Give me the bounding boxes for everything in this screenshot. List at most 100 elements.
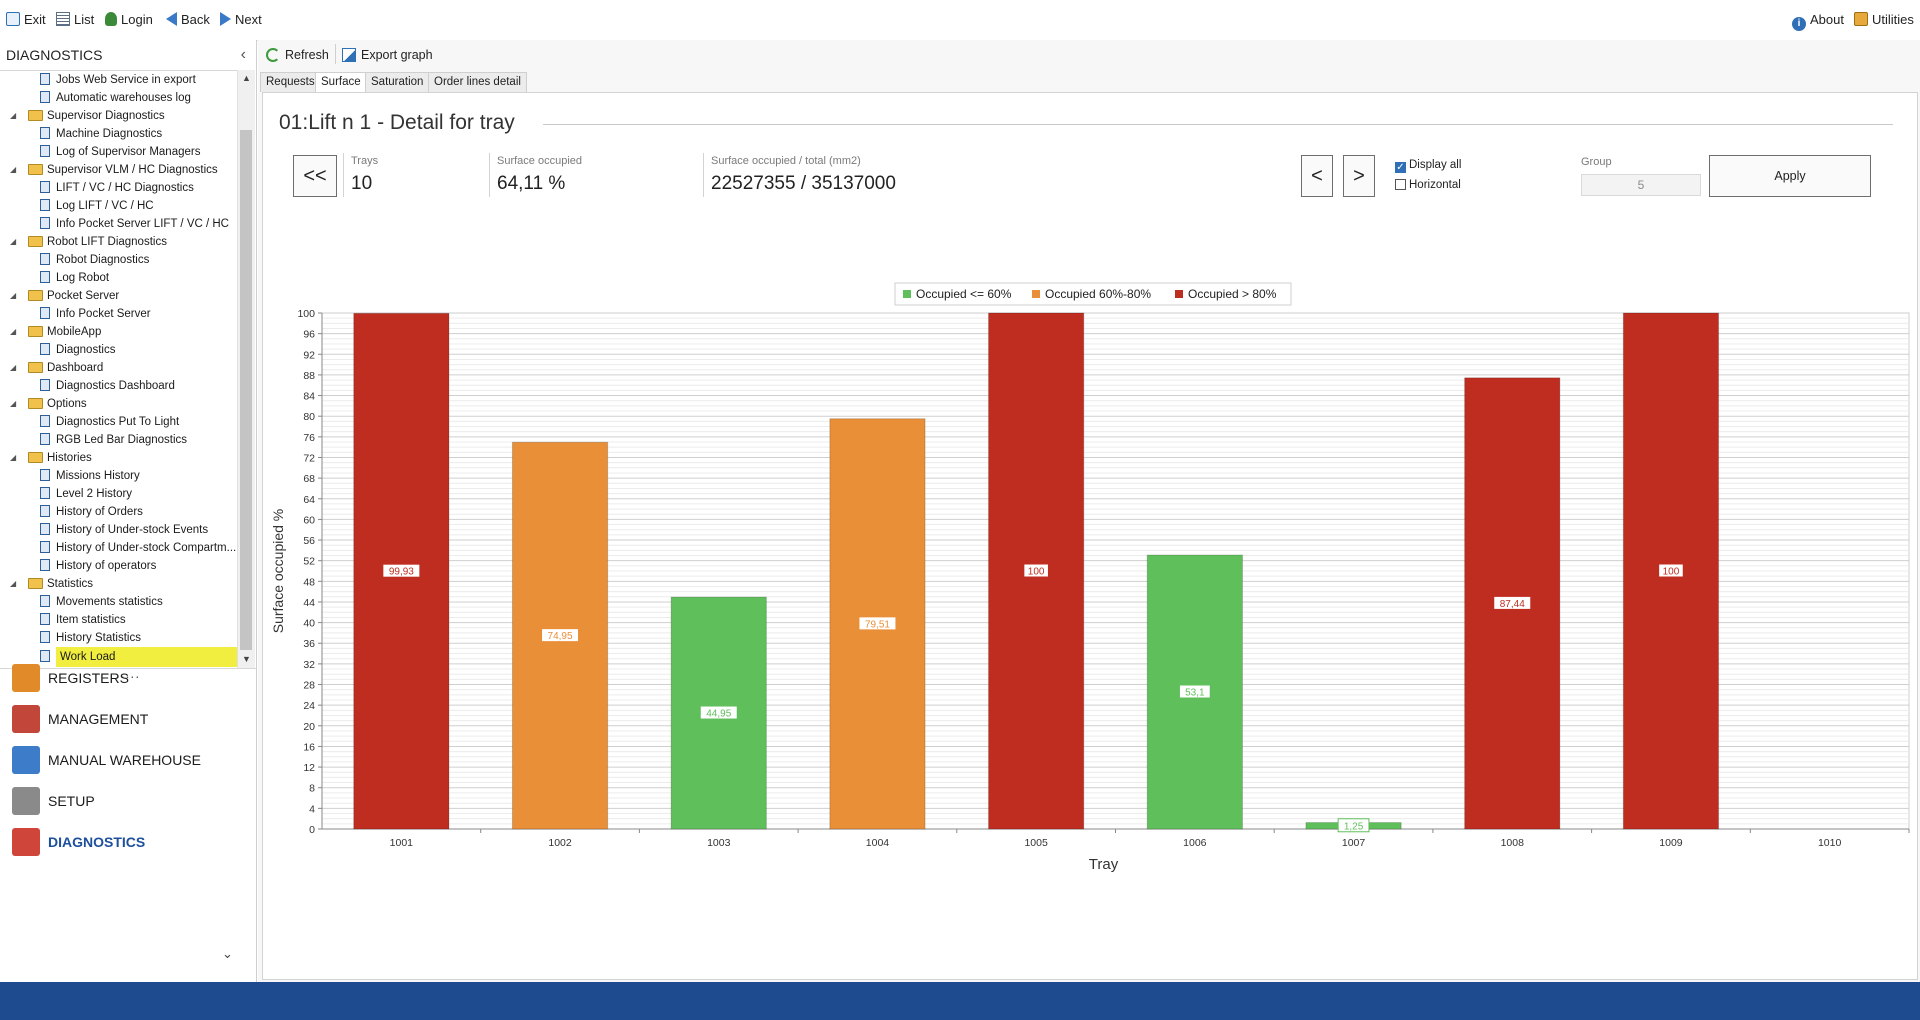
tree-item[interactable]: RGB Led Bar Diagnostics	[0, 431, 237, 449]
tree-scrollbar[interactable]: ▲ ▼	[237, 70, 255, 668]
next-button[interactable]: Next	[220, 11, 262, 29]
y-tick-label: 68	[303, 473, 315, 485]
tree-item-label: History of Under-stock Compartm...	[56, 542, 237, 554]
tree-item[interactable]: Work Load	[0, 647, 237, 667]
surface-total-label: Surface occupied / total (mm2)	[711, 155, 861, 167]
tree-group[interactable]: ◢ Pocket Server	[0, 287, 237, 305]
expand-toggle-icon[interactable]: ◢	[10, 111, 17, 120]
tree-item-label: Statistics	[47, 578, 94, 590]
tree-item[interactable]: Item statistics	[0, 611, 237, 629]
expand-toggle-icon[interactable]: ◢	[10, 399, 17, 408]
expand-toggle-icon[interactable]: ◢	[10, 453, 17, 462]
tab-requests[interactable]: Requests	[260, 72, 321, 92]
back-button[interactable]: Back	[166, 11, 210, 29]
group-input[interactable]: 5	[1581, 174, 1701, 196]
nav-item-diagnostics[interactable]: DIAGNOSTICS	[0, 819, 256, 865]
tree-item[interactable]: History of Under-stock Compartm...	[0, 539, 237, 557]
tree-item[interactable]: Log Robot	[0, 269, 237, 287]
y-tick-label: 76	[303, 432, 315, 444]
field-divider	[703, 153, 704, 197]
document-icon	[40, 613, 50, 625]
tree-group[interactable]: ◢ Histories	[0, 449, 237, 467]
tree-item[interactable]: Log of Supervisor Managers	[0, 143, 237, 161]
next-tray-button[interactable]: >	[1343, 155, 1375, 197]
data-label-box	[1178, 684, 1211, 699]
login-button[interactable]: Login	[105, 11, 153, 29]
horizontal-checkbox[interactable]: Horizontal	[1395, 179, 1461, 191]
expand-toggle-icon[interactable]: ◢	[10, 165, 17, 174]
tree-item[interactable]: Movements statistics	[0, 593, 237, 611]
tree-item[interactable]: History of operators	[0, 557, 237, 575]
tree-item[interactable]: Info Pocket Server	[0, 305, 237, 323]
tab-saturation[interactable]: Saturation	[365, 72, 430, 92]
first-tray-button[interactable]: <<	[293, 155, 337, 197]
tree-group[interactable]: ◢ Options	[0, 395, 237, 413]
tree-item[interactable]: Jobs Web Service in export	[0, 71, 237, 89]
scroll-down-icon[interactable]: ▼	[242, 654, 251, 664]
collapse-panel-icon[interactable]: ‹	[240, 46, 246, 63]
expand-toggle-icon[interactable]: ◢	[10, 327, 17, 336]
nav-item-registers[interactable]: REGISTERS	[0, 655, 256, 701]
tree-item[interactable]: Level 2 History	[0, 485, 237, 503]
tree-group[interactable]: ◢ Dashboard	[0, 359, 237, 377]
expand-toggle-icon[interactable]: ◢	[10, 363, 17, 372]
calendar-icon	[12, 705, 40, 733]
nav-item-setup[interactable]: SETUP	[0, 778, 256, 824]
tree-item[interactable]: Diagnostics Dashboard	[0, 377, 237, 395]
exit-button[interactable]: Exit	[6, 11, 46, 29]
tree-item[interactable]: Diagnostics	[0, 341, 237, 359]
nav-item-management[interactable]: MANAGEMENT	[0, 696, 256, 742]
utilities-button[interactable]: Utilities	[1854, 11, 1914, 29]
document-icon	[40, 307, 50, 319]
nav-item-label: MANAGEMENT	[48, 711, 149, 727]
display-all-checkbox[interactable]: ✓ Display all	[1395, 159, 1462, 173]
data-label: 100	[1028, 567, 1045, 578]
export-graph-button[interactable]: Export graph	[342, 46, 433, 64]
tree-item-label: Movements statistics	[56, 596, 163, 608]
tree-item[interactable]: LIFT / VC / HC Diagnostics	[0, 179, 237, 197]
refresh-button[interactable]: Refresh	[266, 46, 329, 64]
tree-item-label: Options	[47, 398, 87, 410]
list-button[interactable]: List	[56, 11, 94, 29]
expand-toggle-icon[interactable]: ◢	[10, 291, 17, 300]
expand-toggle-icon[interactable]: ◢	[10, 237, 17, 246]
tree-item[interactable]: Log LIFT / VC / HC	[0, 197, 237, 215]
tree-item[interactable]: Missions History	[0, 467, 237, 485]
nav-item-manual-warehouse[interactable]: MANUAL WAREHOUSE	[0, 737, 256, 783]
about-button[interactable]: i About	[1792, 11, 1844, 31]
y-tick-label: 96	[303, 329, 315, 341]
status-bar	[0, 982, 1920, 1020]
scroll-up-icon[interactable]: ▲	[242, 73, 251, 83]
tab-surface[interactable]: Surface	[315, 72, 367, 93]
tree-group[interactable]: ◢ Supervisor Diagnostics	[0, 107, 237, 125]
panel-splitter[interactable]: .....	[0, 666, 256, 681]
tab-order-lines-detail[interactable]: Order lines detail	[428, 72, 527, 92]
tree-item-label: Jobs Web Service in export	[56, 74, 196, 86]
tree-group[interactable]: ◢ MobileApp	[0, 323, 237, 341]
tree-item-label: Diagnostics Put To Light	[56, 416, 180, 428]
sidebar-title: DIAGNOSTICS ‹	[0, 40, 256, 70]
document-icon	[40, 379, 50, 391]
tree-group[interactable]: ◢ Supervisor VLM / HC Diagnostics	[0, 161, 237, 179]
data-label: 74,95	[548, 631, 573, 642]
scrollbar-thumb[interactable]	[240, 130, 252, 650]
tree-group[interactable]: ◢ Robot LIFT Diagnostics	[0, 233, 237, 251]
document-icon	[40, 181, 50, 193]
data-label: 100	[1663, 567, 1680, 578]
document-icon	[40, 631, 50, 643]
tree-item[interactable]: Info Pocket Server LIFT / VC / HC	[0, 215, 237, 233]
tree-item[interactable]: Automatic warehouses log	[0, 89, 237, 107]
previous-tray-button[interactable]: <	[1301, 155, 1333, 197]
more-chevron-icon[interactable]: ⌄	[222, 946, 233, 961]
tree-item[interactable]: History of Under-stock Events	[0, 521, 237, 539]
tree-item[interactable]: Robot Diagnostics	[0, 251, 237, 269]
tree-item[interactable]: Machine Diagnostics	[0, 125, 237, 143]
tree-item[interactable]: History Statistics	[0, 629, 237, 647]
tree-item[interactable]: History of Orders	[0, 503, 237, 521]
expand-toggle-icon[interactable]: ◢	[10, 579, 17, 588]
tree-item[interactable]: Diagnostics Put To Light	[0, 413, 237, 431]
tree-item-label: History of operators	[56, 560, 157, 572]
apply-button[interactable]: Apply	[1709, 155, 1871, 197]
folder-icon	[28, 578, 43, 589]
tree-group[interactable]: ◢ Statistics	[0, 575, 237, 593]
